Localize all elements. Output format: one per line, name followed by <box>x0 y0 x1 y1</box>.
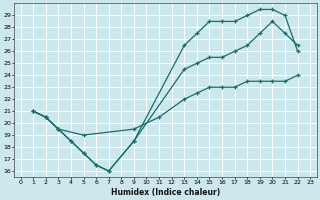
X-axis label: Humidex (Indice chaleur): Humidex (Indice chaleur) <box>111 188 220 197</box>
